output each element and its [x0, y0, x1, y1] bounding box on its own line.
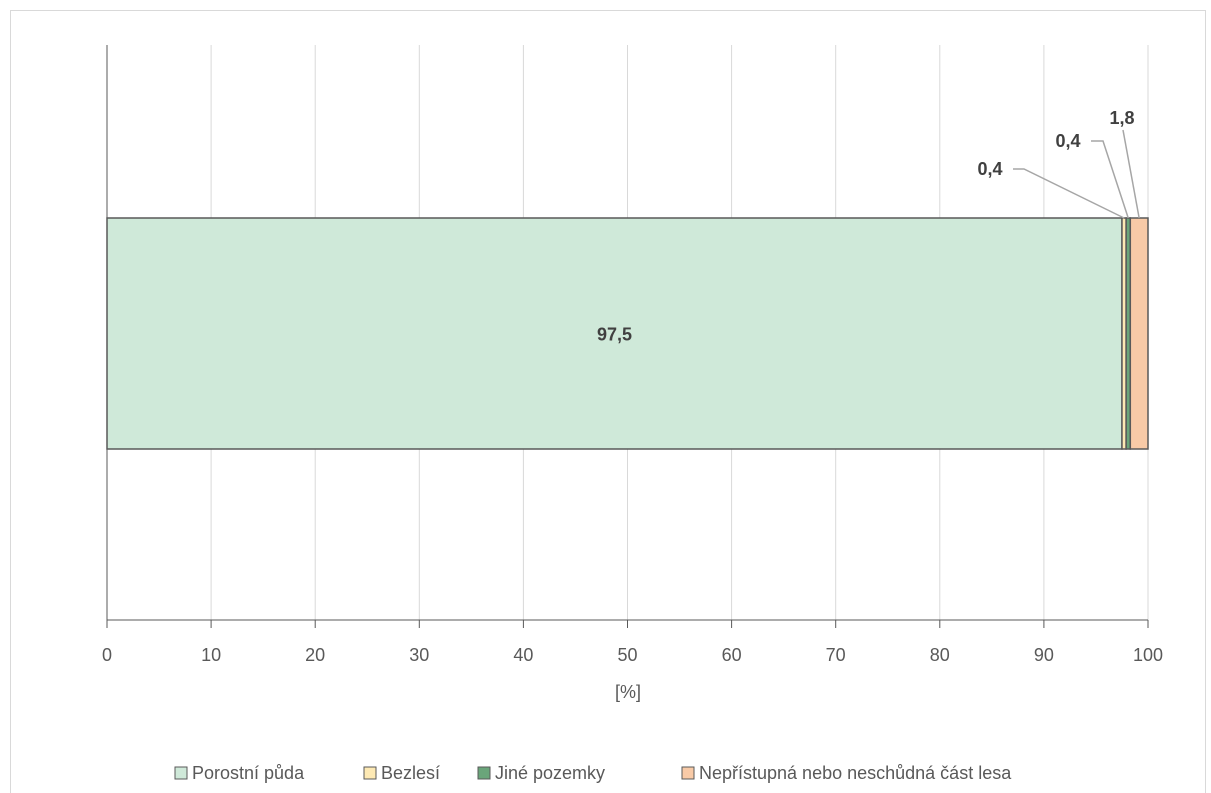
data-label: 0,4: [977, 159, 1002, 179]
data-label: 0,4: [1055, 131, 1080, 151]
leader-line: [1091, 140, 1129, 219]
bar-segment: [1129, 217, 1149, 450]
legend-label: Porostní půda: [192, 763, 305, 783]
legend-label: Jiné pozemky: [495, 763, 605, 783]
legend-item: Jiné pozemky: [477, 763, 605, 783]
leader-line: [1122, 129, 1140, 219]
x-axis: 0 10 20 30 40 50 60 70 80 90 100: [102, 45, 1163, 665]
legend-item: Bezlesí: [363, 763, 440, 783]
legend-label: Bezlesí: [381, 763, 440, 783]
x-tick-label: 60: [722, 645, 742, 665]
data-label: 1,8: [1109, 108, 1134, 128]
x-tick-label: 70: [826, 645, 846, 665]
leader-line: [1013, 168, 1125, 219]
x-tick-label: 90: [1034, 645, 1054, 665]
x-axis-title: [%]: [615, 682, 641, 702]
data-labels: 97,5 0,4 0,4 1,8: [597, 108, 1140, 345]
legend-swatch: [174, 766, 188, 780]
x-tick-label: 100: [1133, 645, 1163, 665]
x-tick-label: 0: [102, 645, 112, 665]
x-tick-label: 80: [930, 645, 950, 665]
x-tick-label: 50: [617, 645, 637, 665]
legend-swatch: [477, 766, 491, 780]
legend-label: Nepřístupná nebo neschůdná část lesa: [699, 763, 1012, 783]
x-tick-label: 20: [305, 645, 325, 665]
x-tick-label: 30: [409, 645, 429, 665]
legend: Porostní půda Bezlesí Jiné pozemky Nepřístu…: [174, 763, 1012, 783]
x-tick-label: 40: [513, 645, 533, 665]
x-tick-label: 10: [201, 645, 221, 665]
bar-segments: [106, 217, 1149, 450]
legend-item: Nepřístupná nebo neschůdná část lesa: [681, 763, 1012, 783]
bar-segment: [106, 217, 1123, 450]
legend-swatch: [363, 766, 377, 780]
legend-item: Porostní půda: [174, 763, 305, 783]
legend-swatch: [681, 766, 695, 780]
data-label: 97,5: [597, 325, 632, 345]
